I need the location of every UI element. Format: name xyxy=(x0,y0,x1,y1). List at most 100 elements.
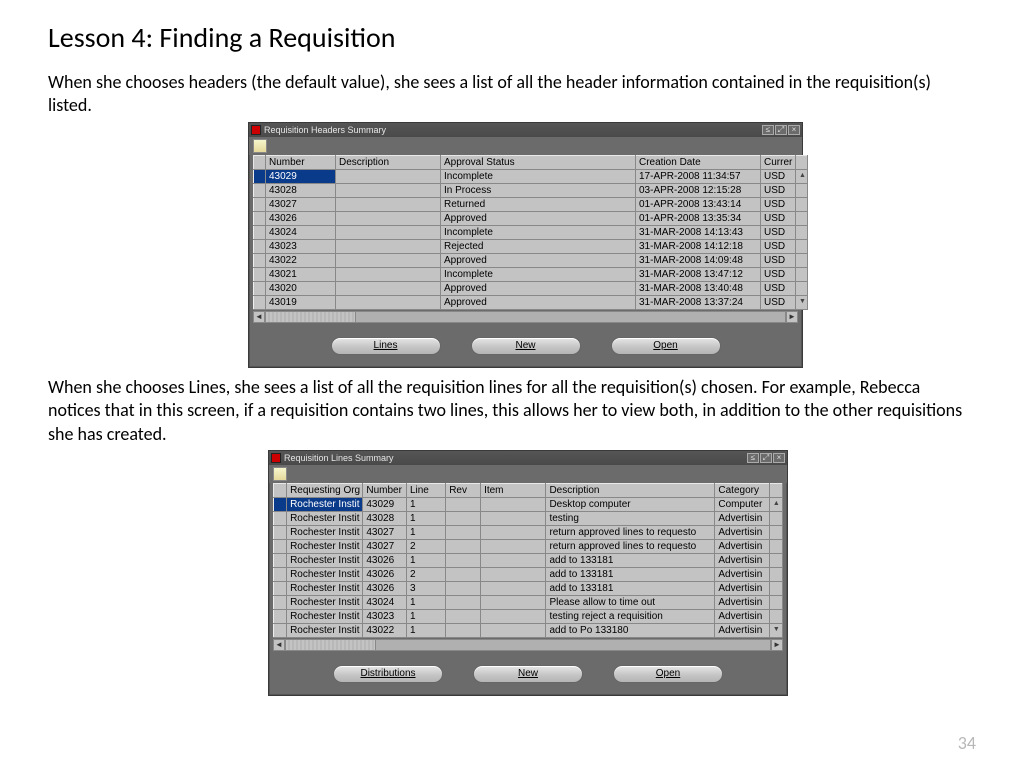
table-cell[interactable]: Please allow to time out xyxy=(546,595,715,609)
table-cell[interactable]: 1 xyxy=(406,623,445,637)
headers-table[interactable]: NumberDescriptionApproval StatusCreation… xyxy=(253,155,808,310)
table-cell[interactable]: 43022 xyxy=(266,253,336,267)
table-cell[interactable]: 01-APR-2008 13:43:14 xyxy=(636,197,761,211)
table-cell[interactable] xyxy=(481,497,546,511)
row-selector[interactable] xyxy=(274,511,287,525)
vscroll-track[interactable] xyxy=(769,567,782,581)
table-cell[interactable]: Advertisin xyxy=(715,511,769,525)
table-cell[interactable]: 43028 xyxy=(363,511,407,525)
table-cell[interactable] xyxy=(336,295,441,309)
table-cell[interactable]: 43027 xyxy=(363,539,407,553)
table-cell[interactable]: USD xyxy=(761,253,796,267)
row-selector[interactable] xyxy=(254,225,266,239)
table-cell[interactable]: 01-APR-2008 13:35:34 xyxy=(636,211,761,225)
table-row[interactable]: Rochester Instit430261add to 133181Adver… xyxy=(274,553,783,567)
row-selector[interactable] xyxy=(254,281,266,295)
column-header[interactable]: Creation Date xyxy=(636,155,761,169)
table-cell[interactable]: USD xyxy=(761,295,796,309)
table-cell[interactable] xyxy=(446,595,481,609)
vscroll-track[interactable] xyxy=(769,609,782,623)
table-cell[interactable]: USD xyxy=(761,267,796,281)
vscroll-track[interactable] xyxy=(796,267,808,281)
open-button[interactable]: Open xyxy=(611,337,721,355)
table-cell[interactable]: USD xyxy=(761,281,796,295)
column-header[interactable]: Approval Status xyxy=(441,155,636,169)
vscroll-track[interactable] xyxy=(796,253,808,267)
table-cell[interactable]: Advertisin xyxy=(715,525,769,539)
table-cell[interactable]: USD xyxy=(761,183,796,197)
table-cell[interactable]: 31-MAR-2008 14:12:18 xyxy=(636,239,761,253)
table-cell[interactable]: Advertisin xyxy=(715,609,769,623)
table-cell[interactable]: return approved lines to requesto xyxy=(546,525,715,539)
column-header[interactable]: Description xyxy=(336,155,441,169)
vscroll-track[interactable] xyxy=(769,581,782,595)
row-selector[interactable] xyxy=(274,567,287,581)
table-cell[interactable]: 1 xyxy=(406,553,445,567)
table-cell[interactable]: Rochester Instit xyxy=(287,539,363,553)
table-row[interactable]: Rochester Instit430221add to Po 133180Ad… xyxy=(274,623,783,637)
table-cell[interactable]: 43024 xyxy=(363,595,407,609)
table-cell[interactable] xyxy=(446,525,481,539)
table-cell[interactable] xyxy=(336,211,441,225)
table-cell[interactable] xyxy=(446,623,481,637)
table-row[interactable]: Rochester Instit430291Desktop computerCo… xyxy=(274,497,783,511)
table-cell[interactable]: Incomplete xyxy=(441,225,636,239)
table-row[interactable]: 43024Incomplete31-MAR-2008 14:13:43USD xyxy=(254,225,808,239)
table-cell[interactable]: Advertisin xyxy=(715,567,769,581)
table-cell[interactable]: 43020 xyxy=(266,281,336,295)
table-cell[interactable]: 43026 xyxy=(363,567,407,581)
table-cell[interactable] xyxy=(446,511,481,525)
table-cell[interactable]: Approved xyxy=(441,295,636,309)
vscroll-track[interactable] xyxy=(769,595,782,609)
table-cell[interactable]: return approved lines to requesto xyxy=(546,539,715,553)
table-cell[interactable]: 43023 xyxy=(266,239,336,253)
table-row[interactable]: Rochester Instit430272return approved li… xyxy=(274,539,783,553)
table-cell[interactable]: 03-APR-2008 12:15:28 xyxy=(636,183,761,197)
table-cell[interactable]: 43026 xyxy=(266,211,336,225)
distributions-button[interactable]: Distributions xyxy=(333,665,443,683)
table-row[interactable]: 43020Approved31-MAR-2008 13:40:48USD xyxy=(254,281,808,295)
table-cell[interactable]: 31-MAR-2008 13:37:24 xyxy=(636,295,761,309)
table-cell[interactable]: Advertisin xyxy=(715,623,769,637)
table-cell[interactable]: Rejected xyxy=(441,239,636,253)
table-cell[interactable] xyxy=(336,169,441,183)
table-cell[interactable]: USD xyxy=(761,169,796,183)
table-cell[interactable]: 17-APR-2008 11:34:57 xyxy=(636,169,761,183)
table-cell[interactable]: Rochester Instit xyxy=(287,525,363,539)
close-icon[interactable]: × xyxy=(773,453,785,463)
column-header[interactable]: Line xyxy=(406,483,445,497)
column-header[interactable]: Number xyxy=(266,155,336,169)
table-cell[interactable]: 1 xyxy=(406,525,445,539)
table-cell[interactable]: 43027 xyxy=(266,197,336,211)
table-cell[interactable] xyxy=(481,539,546,553)
row-selector[interactable] xyxy=(254,239,266,253)
table-cell[interactable]: testing reject a requisition xyxy=(546,609,715,623)
table-row[interactable]: 43029Incomplete17-APR-2008 11:34:57USD▲ xyxy=(254,169,808,183)
row-selector[interactable] xyxy=(274,539,287,553)
table-cell[interactable]: 31-MAR-2008 14:09:48 xyxy=(636,253,761,267)
row-selector[interactable] xyxy=(254,197,266,211)
table-cell[interactable]: 31-MAR-2008 14:13:43 xyxy=(636,225,761,239)
column-header[interactable]: Description xyxy=(546,483,715,497)
table-cell[interactable] xyxy=(481,581,546,595)
column-header[interactable]: Item xyxy=(481,483,546,497)
table-row[interactable]: 43026Approved01-APR-2008 13:35:34USD xyxy=(254,211,808,225)
table-cell[interactable]: 43019 xyxy=(266,295,336,309)
vscroll-track[interactable] xyxy=(769,553,782,567)
table-row[interactable]: 43019Approved31-MAR-2008 13:37:24USD▼ xyxy=(254,295,808,309)
table-cell[interactable]: Returned xyxy=(441,197,636,211)
table-cell[interactable]: Rochester Instit xyxy=(287,511,363,525)
vscroll-track[interactable] xyxy=(796,239,808,253)
table-cell[interactable]: 31-MAR-2008 13:47:12 xyxy=(636,267,761,281)
table-cell[interactable]: Rochester Instit xyxy=(287,581,363,595)
vscroll-track[interactable] xyxy=(769,539,782,553)
table-row[interactable]: Rochester Instit430263add to 133181Adver… xyxy=(274,581,783,595)
table-cell[interactable]: In Process xyxy=(441,183,636,197)
scroll-left-icon[interactable]: ◄ xyxy=(253,311,265,323)
row-selector[interactable] xyxy=(274,581,287,595)
table-cell[interactable] xyxy=(481,553,546,567)
table-cell[interactable]: Incomplete xyxy=(441,169,636,183)
table-row[interactable]: Rochester Instit430241Please allow to ti… xyxy=(274,595,783,609)
row-selector[interactable] xyxy=(274,553,287,567)
table-cell[interactable]: Rochester Instit xyxy=(287,553,363,567)
